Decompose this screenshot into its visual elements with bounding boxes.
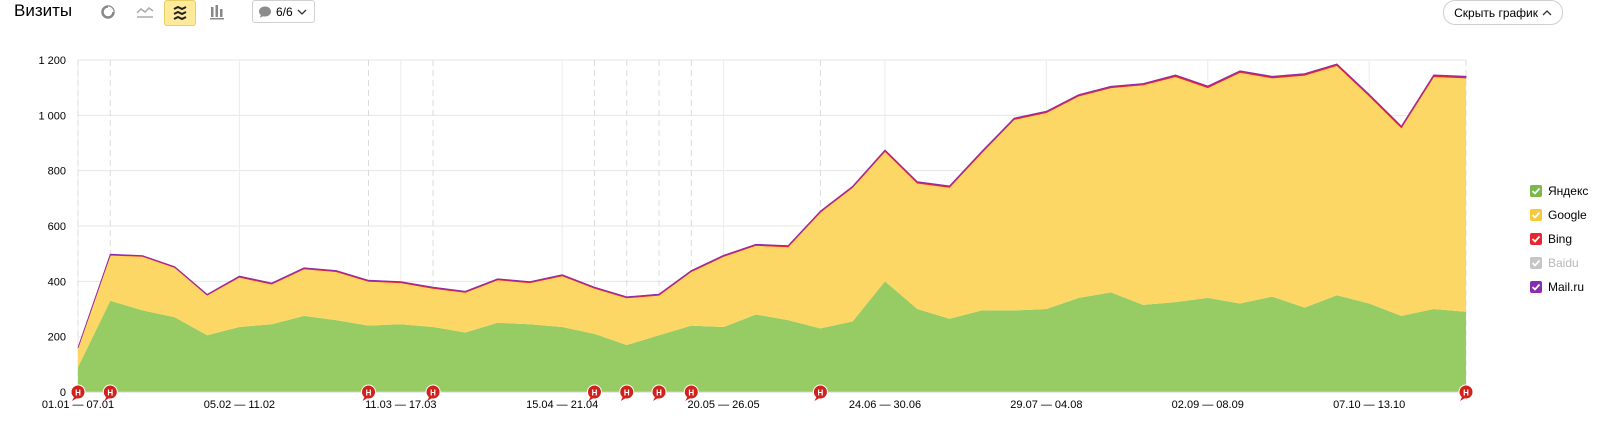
x-tick-label: 29.07 — 04.08 bbox=[1010, 399, 1082, 411]
y-tick-label: 200 bbox=[48, 332, 66, 344]
legend-item[interactable]: Яндекс bbox=[1530, 179, 1588, 203]
x-tick-label: 07.10 — 13.10 bbox=[1333, 399, 1405, 411]
note-marker[interactable]: Н bbox=[425, 384, 441, 401]
note-marker-label: Н bbox=[688, 389, 694, 398]
x-tick-label: 05.02 — 11.02 bbox=[204, 399, 275, 411]
chevron-up-icon bbox=[1542, 9, 1552, 15]
legend-item[interactable]: Baidu bbox=[1530, 251, 1588, 275]
note-marker[interactable]: Н bbox=[683, 384, 699, 401]
legend-label: Baidu bbox=[1548, 256, 1579, 270]
note-marker-label: Н bbox=[656, 389, 662, 398]
pie-chart-button[interactable] bbox=[92, 0, 124, 24]
note-marker[interactable]: Н bbox=[619, 384, 635, 401]
line-chart-icon bbox=[136, 7, 154, 18]
check-icon bbox=[1531, 283, 1541, 291]
legend-item[interactable]: Bing bbox=[1530, 227, 1588, 251]
x-tick-label: 24.06 — 30.06 bbox=[849, 399, 921, 411]
note-marker-label: Н bbox=[366, 389, 372, 398]
note-marker[interactable]: Н bbox=[651, 384, 667, 401]
note-marker[interactable]: Н bbox=[70, 384, 86, 401]
note-marker-label: Н bbox=[430, 389, 436, 398]
y-tick-label: 400 bbox=[48, 276, 66, 288]
y-tick-label: 1 200 bbox=[38, 55, 66, 67]
note-marker-label: Н bbox=[592, 389, 598, 398]
note-marker[interactable]: Н bbox=[361, 384, 377, 401]
y-tick-label: 0 bbox=[60, 387, 66, 399]
y-tick-label: 1 000 bbox=[38, 110, 66, 122]
legend-checkbox[interactable] bbox=[1530, 257, 1542, 269]
legend-checkbox[interactable] bbox=[1530, 281, 1542, 293]
legend-checkbox[interactable] bbox=[1530, 209, 1542, 221]
x-tick-label: 20.05 — 26.05 bbox=[687, 399, 759, 411]
legend-label: Яндекс bbox=[1548, 184, 1589, 198]
legend-item[interactable]: Google bbox=[1530, 203, 1588, 227]
legend-label: Bing bbox=[1548, 232, 1573, 246]
line-chart-button[interactable] bbox=[129, 0, 161, 24]
legend-item[interactable]: Mail.ru bbox=[1530, 275, 1588, 299]
check-icon bbox=[1531, 235, 1541, 243]
check-icon bbox=[1531, 211, 1541, 219]
area-series bbox=[77, 63, 1467, 348]
x-tick-label: 01.01 — 07.01 bbox=[42, 399, 114, 411]
x-tick-label: 02.09 — 08.09 bbox=[1172, 399, 1244, 411]
chart-header: Визиты 6/6 bbox=[0, 0, 1600, 34]
stacked-area-button[interactable] bbox=[164, 0, 196, 26]
pie-chart-icon bbox=[101, 5, 115, 19]
hide-chart-button[interactable]: Скрыть график bbox=[1443, 0, 1563, 25]
comment-icon bbox=[259, 6, 271, 18]
page-title: Визиты bbox=[14, 1, 73, 20]
x-tick-label: 15.04 — 21.04 bbox=[526, 399, 598, 411]
check-icon bbox=[1531, 187, 1541, 195]
y-tick-label: 600 bbox=[48, 221, 66, 233]
x-tick-label: 11.03 — 17.03 bbox=[365, 399, 436, 411]
note-marker[interactable]: Н bbox=[1458, 384, 1474, 401]
note-marker[interactable]: Н bbox=[586, 384, 602, 401]
note-marker-label: Н bbox=[624, 389, 630, 398]
area-series bbox=[78, 65, 1466, 368]
stacked-area-icon bbox=[173, 5, 187, 21]
note-marker-label: Н bbox=[75, 389, 81, 398]
stacked-area-chart: 0 200 400 600 800 1 000 1 200 01.01 — 07.01 05.0… bbox=[38, 55, 1474, 411]
notes-filter-button[interactable]: 6/6 bbox=[252, 0, 315, 23]
chevron-down-icon bbox=[297, 9, 307, 15]
note-marker[interactable]: Н bbox=[812, 384, 828, 401]
y-tick-label: 800 bbox=[48, 166, 66, 178]
stacked-bar-icon bbox=[210, 5, 224, 20]
legend-checkbox[interactable] bbox=[1530, 185, 1542, 197]
legend-label: Mail.ru bbox=[1548, 280, 1585, 294]
stacked-bar-button[interactable] bbox=[201, 0, 233, 24]
note-marker-label: Н bbox=[1463, 389, 1469, 398]
check-icon bbox=[1531, 259, 1541, 267]
legend-label: Google bbox=[1548, 208, 1587, 222]
note-marker-label: Н bbox=[818, 389, 824, 398]
note-marker-label: Н bbox=[107, 389, 113, 398]
notes-count: 6/6 bbox=[276, 4, 293, 19]
chart-legend: Яндекс Google Bing Baidu Mail.ru bbox=[1530, 179, 1588, 299]
legend-checkbox[interactable] bbox=[1530, 233, 1542, 245]
note-marker[interactable]: Н bbox=[102, 384, 118, 401]
area-series bbox=[78, 281, 1466, 392]
hide-chart-label: Скрыть график bbox=[1454, 5, 1538, 20]
